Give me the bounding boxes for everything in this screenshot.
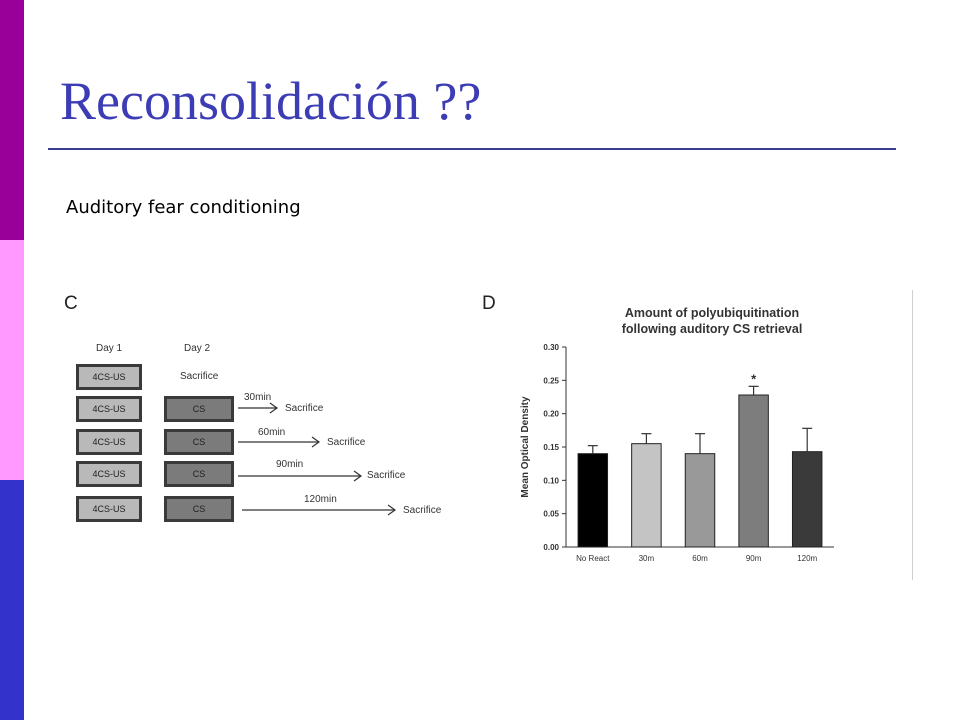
bar xyxy=(577,453,609,548)
delay-label: 30min xyxy=(244,392,272,403)
delay-label: 120min xyxy=(304,494,337,505)
day2-cs-box: CS xyxy=(164,496,234,522)
sacrifice-label: Sacrifice xyxy=(327,437,366,448)
bar xyxy=(791,451,823,548)
chart-title-line: Amount of polyubiquitination xyxy=(625,306,799,320)
day1-header: Day 1 xyxy=(96,343,123,354)
day1-box: 4CS-US xyxy=(76,364,142,390)
bar xyxy=(631,443,662,548)
chart-title-line: following auditory CS retrieval xyxy=(622,322,803,336)
y-tick-label: 0.15 xyxy=(543,443,559,452)
x-tick-label: No React xyxy=(576,554,610,563)
sacrifice-label: Sacrifice xyxy=(367,470,406,481)
delay-label: 90min xyxy=(276,459,304,470)
y-tick-label: 0.30 xyxy=(543,343,559,352)
x-tick-label: 60m xyxy=(692,554,708,563)
decor-stripe-middle xyxy=(0,240,24,480)
day1-box: 4CS-US xyxy=(76,461,142,487)
title-underline xyxy=(48,148,896,150)
delay-arrow xyxy=(238,470,363,482)
chart-title: Amount of polyubiquitination following au… xyxy=(622,306,803,336)
y-tick-label: 0.05 xyxy=(543,510,559,519)
delay-arrow xyxy=(242,504,397,516)
bar xyxy=(684,453,716,548)
day1-box: 4CS-US xyxy=(76,496,142,522)
day2-cs-box: CS xyxy=(164,396,234,422)
delay-arrow xyxy=(238,402,279,414)
decor-stripe-top xyxy=(0,0,24,240)
y-tick-label: 0.10 xyxy=(543,476,559,485)
significance-marker: * xyxy=(751,371,757,386)
day1-box: 4CS-US xyxy=(76,396,142,422)
x-tick-label: 90m xyxy=(746,554,762,563)
y-tick-label: 0.25 xyxy=(543,376,559,385)
y-tick-label: 0.00 xyxy=(543,543,559,552)
delay-label: 60min xyxy=(258,427,286,438)
x-tick-label: 120m xyxy=(797,554,817,563)
day2-cs-box: CS xyxy=(164,461,234,487)
slide-title: Reconsolidación ?? xyxy=(60,71,482,131)
day2-sacrifice-label: Sacrifice xyxy=(180,371,219,382)
sacrifice-label: Sacrifice xyxy=(403,505,442,516)
image-edge xyxy=(912,290,913,580)
bar xyxy=(738,394,769,548)
slide-subtitle: Auditory fear conditioning xyxy=(66,197,301,218)
delay-arrow xyxy=(238,436,321,448)
y-tick-label: 0.20 xyxy=(543,410,559,419)
panel-d-letter: D xyxy=(482,293,496,314)
day2-cs-box: CS xyxy=(164,429,234,455)
panel-c-letter: C xyxy=(64,293,78,314)
x-tick-label: 30m xyxy=(639,554,655,563)
bar-chart: Amount of polyubiquitination following au… xyxy=(520,306,834,563)
day2-header: Day 2 xyxy=(184,343,211,354)
y-axis-label: Mean Optical Density xyxy=(520,396,531,498)
day1-box: 4CS-US xyxy=(76,429,142,455)
sacrifice-label: Sacrifice xyxy=(285,403,324,414)
decor-stripe-bottom xyxy=(0,480,24,720)
